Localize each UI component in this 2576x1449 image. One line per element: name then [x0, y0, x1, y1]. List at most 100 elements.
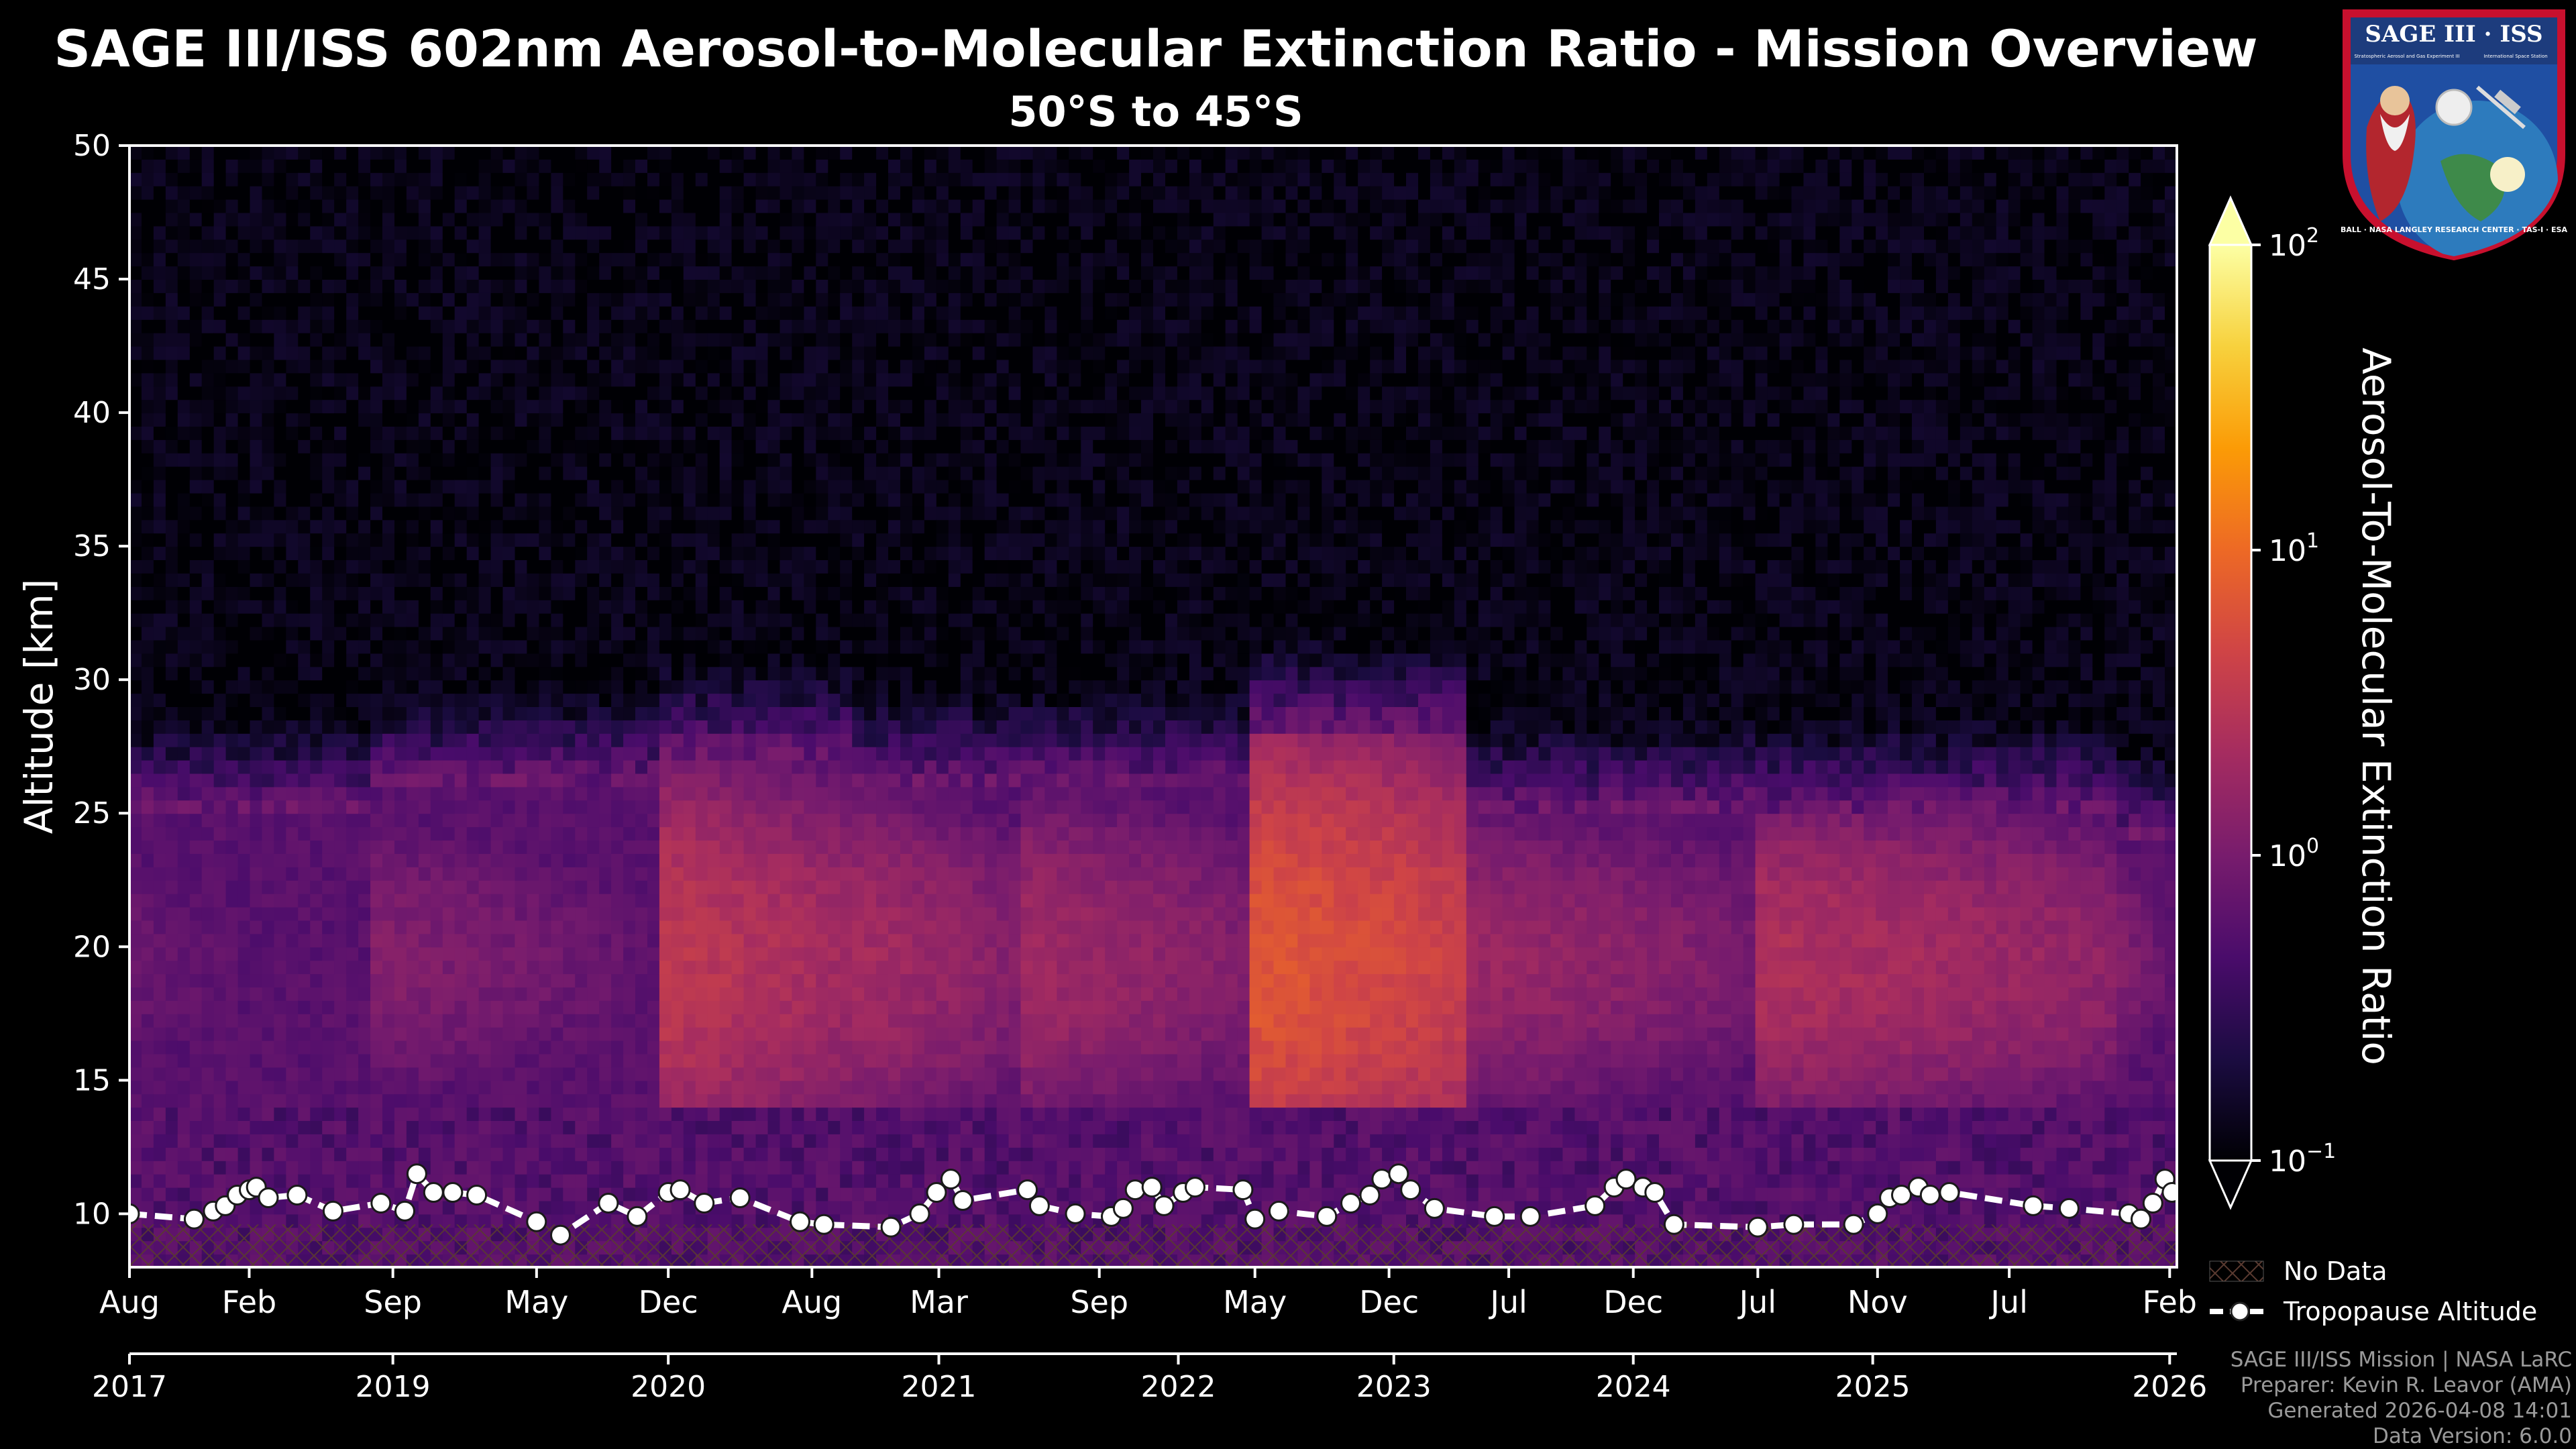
heatmap-cell	[334, 853, 347, 867]
heatmap-cell	[213, 199, 227, 213]
heatmap-cell	[454, 266, 468, 280]
heatmap-cell	[804, 1053, 817, 1068]
heatmap-cell	[153, 706, 166, 720]
heatmap-cell	[286, 573, 299, 587]
heatmap-cell	[225, 1214, 239, 1228]
heatmap-cell	[334, 719, 347, 734]
heatmap-cell	[599, 319, 612, 333]
heatmap-cell	[201, 305, 215, 320]
heatmap-cell	[442, 773, 455, 788]
heatmap-cell	[286, 466, 299, 480]
heatmap-cell	[177, 706, 191, 720]
heatmap-cell	[225, 733, 239, 747]
heatmap-cell	[755, 947, 769, 961]
heatmap-cell	[647, 786, 660, 801]
heatmap-cell	[286, 639, 299, 654]
heatmap-cell	[502, 439, 516, 453]
heatmap-cell	[828, 987, 841, 1001]
heatmap-cell	[527, 786, 540, 801]
heatmap-cell	[683, 639, 696, 654]
heatmap-cell	[442, 345, 455, 360]
heatmap-cell	[382, 1214, 395, 1228]
heatmap-cell	[201, 452, 215, 467]
heatmap-cell	[707, 693, 720, 707]
heatmap-cell	[575, 987, 588, 1001]
heatmap-cell	[237, 546, 251, 560]
heatmap-cell	[755, 626, 769, 641]
heatmap-cell	[250, 146, 263, 160]
heatmap-cell	[683, 573, 696, 587]
heatmap-cell	[346, 773, 360, 788]
heatmap-cell	[394, 813, 407, 828]
heatmap-cell	[515, 439, 528, 453]
heatmap-cell	[563, 185, 576, 200]
heatmap-cell	[201, 1093, 215, 1108]
heatmap-cell	[382, 466, 395, 480]
heatmap-cell	[515, 733, 528, 747]
heatmap-cell	[394, 1146, 407, 1161]
heatmap-cell	[515, 279, 528, 293]
heatmap-column	[539, 146, 552, 1267]
heatmap-cell	[490, 519, 504, 534]
heatmap-cell	[213, 1026, 227, 1041]
heatmap-cell	[418, 506, 431, 521]
heatmap-cell	[189, 292, 203, 307]
heatmap-cell	[767, 386, 781, 400]
heatmap-cell	[322, 559, 335, 574]
heatmap-cell	[298, 773, 311, 788]
heatmap-cell	[587, 800, 600, 814]
heatmap-cell	[274, 345, 287, 360]
heatmap-cell	[611, 987, 625, 1001]
heatmap-cell	[201, 519, 215, 534]
heatmap-cell	[430, 506, 443, 521]
heatmap-cell	[142, 1080, 154, 1095]
heatmap-cell	[816, 653, 829, 667]
heatmap-cell	[731, 319, 745, 333]
heatmap-cell	[418, 853, 431, 867]
heatmap-cell	[262, 653, 275, 667]
heatmap-cell	[804, 759, 817, 774]
heatmap-cell	[454, 1146, 468, 1161]
heatmap-cell	[394, 1080, 407, 1095]
heatmap-cell	[828, 960, 841, 975]
heatmap-cell	[274, 840, 287, 854]
heatmap-cell	[274, 800, 287, 814]
heatmap-cell	[695, 345, 708, 360]
heatmap-cell	[142, 1053, 154, 1068]
heatmap-cell	[406, 586, 419, 600]
heatmap-cell	[394, 146, 407, 160]
heatmap-cell	[346, 1080, 360, 1095]
heatmap-cell	[780, 573, 793, 587]
heatmap-cell	[587, 813, 600, 828]
heatmap-cell	[454, 466, 468, 480]
heatmap-cell	[358, 947, 372, 961]
heatmap-cell	[442, 533, 455, 547]
heatmap-cell	[743, 466, 757, 480]
heatmap-cell	[623, 879, 637, 894]
heatmap-cell	[828, 879, 841, 894]
heatmap-cell	[370, 305, 384, 320]
heatmap-cell	[153, 1187, 166, 1201]
heatmap-cell	[743, 786, 757, 801]
heatmap-cell	[659, 185, 672, 200]
heatmap-cell	[695, 800, 708, 814]
heatmap-cell	[587, 920, 600, 934]
heatmap-cell	[767, 225, 781, 240]
heatmap-cell	[671, 239, 684, 254]
heatmap-column	[707, 146, 720, 1267]
heatmap-cell	[262, 146, 275, 160]
heatmap-cell	[767, 1134, 781, 1148]
heatmap-cell	[394, 693, 407, 707]
heatmap-cell	[683, 479, 696, 494]
heatmap-cell	[142, 1013, 154, 1028]
heatmap-cell	[792, 185, 805, 200]
heatmap-cell	[563, 786, 576, 801]
heatmap-cell	[454, 1026, 468, 1041]
heatmap-cell	[370, 1107, 384, 1121]
heatmap-cell	[743, 719, 757, 734]
heatmap-cell	[719, 599, 733, 614]
heatmap-cell	[165, 853, 178, 867]
heatmap-cell	[743, 800, 757, 814]
heatmap-cell	[683, 840, 696, 854]
heatmap-cell	[442, 612, 455, 627]
